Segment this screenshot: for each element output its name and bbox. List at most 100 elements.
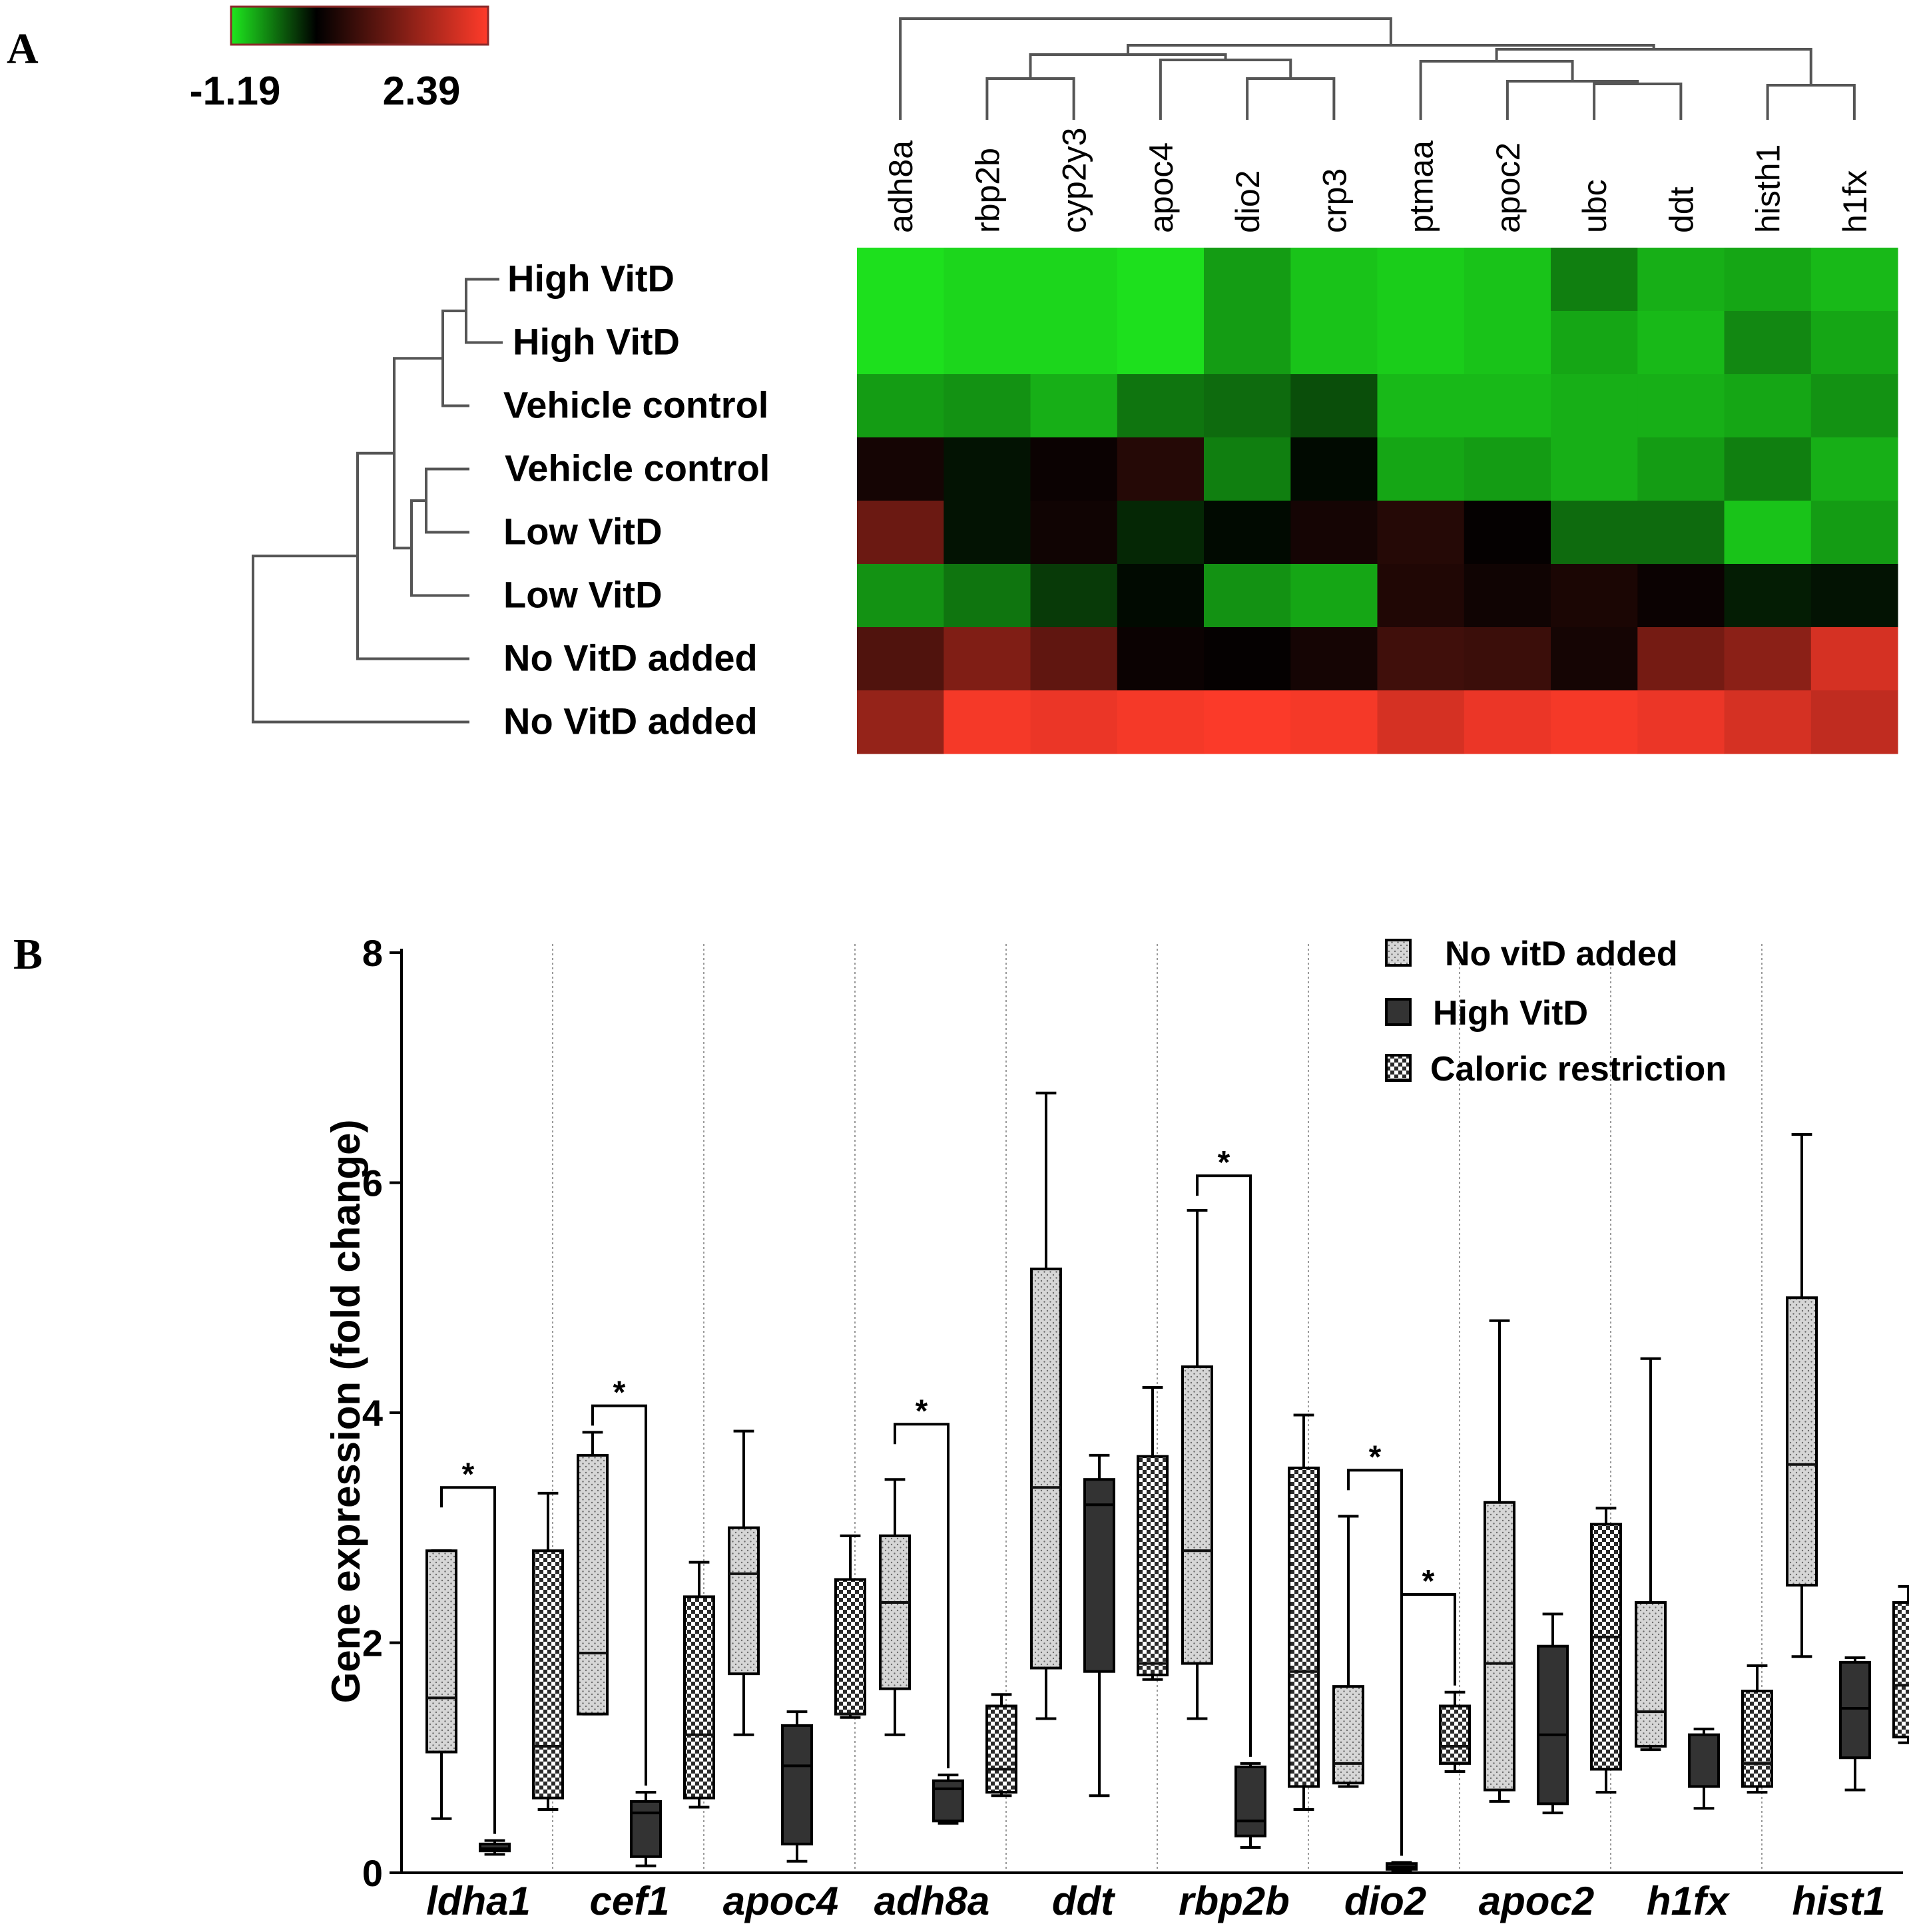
box-plot bbox=[1892, 1584, 1909, 1744]
heatmap-cell bbox=[857, 248, 944, 312]
heatmap-cell bbox=[944, 311, 1031, 375]
heatmap-cell bbox=[1810, 311, 1898, 375]
heatmap-cell bbox=[1030, 248, 1118, 312]
heatmap-cell bbox=[944, 437, 1031, 501]
row-label: Low VitD bbox=[503, 574, 663, 616]
heatmap-cell bbox=[1204, 437, 1291, 501]
bracket-line bbox=[894, 1423, 950, 1769]
box-plot bbox=[532, 1491, 564, 1811]
significance-star: * bbox=[1369, 1439, 1382, 1475]
heatmap-cell bbox=[1810, 501, 1898, 565]
x-tick-label: rbp2b bbox=[1179, 1879, 1290, 1923]
heatmap-cell bbox=[944, 248, 1031, 312]
heatmap-cell bbox=[1724, 248, 1812, 312]
colorbar-min-label: -1.19 bbox=[190, 69, 281, 113]
heatmap-cell bbox=[1377, 501, 1465, 565]
heatmap-cell bbox=[944, 564, 1031, 628]
column-label: h1fx bbox=[1836, 170, 1874, 233]
heatmap-cell bbox=[1464, 690, 1551, 754]
significance-bracket: * bbox=[591, 1375, 647, 1786]
box-iqr bbox=[728, 1526, 760, 1676]
dendrogram-branch bbox=[425, 467, 469, 534]
significance-bracket: * bbox=[1196, 1145, 1252, 1757]
row-label: Vehicle control bbox=[505, 447, 770, 489]
box-iqr bbox=[781, 1724, 813, 1845]
box-iqr bbox=[1741, 1690, 1773, 1788]
panel-a: A -1.19 2.39 adh8a rbp2b cyp2y3 apoc4 dio2 cr… bbox=[7, 5, 1898, 754]
box-iqr bbox=[834, 1578, 866, 1716]
heatmap-cell bbox=[1117, 690, 1205, 754]
box-iqr bbox=[985, 1704, 1017, 1794]
column-label: histh1 bbox=[1750, 144, 1787, 233]
heatmap-cell bbox=[1637, 501, 1725, 565]
row-label: No VitD added bbox=[503, 637, 758, 679]
dendrogram-branch bbox=[1495, 48, 1812, 85]
y-tick-label: 2 bbox=[362, 1622, 383, 1664]
heatmap-cell bbox=[1204, 248, 1291, 312]
y-tick-label: 6 bbox=[362, 1162, 383, 1204]
box-plot bbox=[1484, 1319, 1515, 1803]
heatmap-cell bbox=[1637, 374, 1725, 438]
dendrogram-branch bbox=[410, 499, 469, 597]
heatmap-cell bbox=[1030, 564, 1118, 628]
box-plot bbox=[1741, 1664, 1773, 1794]
box-iqr bbox=[1181, 1365, 1213, 1665]
box-iqr bbox=[683, 1595, 715, 1800]
dendrogram-branch bbox=[899, 17, 1392, 120]
box-plot bbox=[1234, 1762, 1266, 1849]
dendrogram-branch bbox=[252, 555, 469, 724]
heatmap-cell bbox=[1117, 374, 1205, 438]
column-label: adh8a bbox=[882, 140, 920, 233]
y-tick-label: 8 bbox=[362, 932, 383, 974]
box-plot bbox=[630, 1791, 662, 1867]
heatmap-cell bbox=[1204, 564, 1291, 628]
bracket-line bbox=[1400, 1592, 1456, 1686]
heatmap-cell bbox=[857, 690, 944, 754]
column-label: ubc bbox=[1576, 179, 1613, 233]
heatmap-cell bbox=[1810, 627, 1898, 691]
heatmap-cell bbox=[944, 627, 1031, 691]
x-tick-label: cef1 bbox=[589, 1879, 669, 1923]
box-iqr bbox=[1537, 1644, 1569, 1806]
heatmap-cell bbox=[1030, 690, 1118, 754]
box-plot bbox=[1786, 1132, 1818, 1658]
significance-bracket: * bbox=[894, 1393, 950, 1769]
heatmap-cell bbox=[1377, 627, 1465, 691]
heatmap-cell bbox=[1030, 627, 1118, 691]
heatmap-cell bbox=[1290, 564, 1378, 628]
column-label: rbp2b bbox=[969, 148, 1006, 233]
heatmap-cell bbox=[1464, 374, 1551, 438]
box-iqr bbox=[879, 1534, 911, 1690]
heatmap-cell bbox=[1464, 437, 1551, 501]
heatmap-cell bbox=[1464, 564, 1551, 628]
box-plot bbox=[1137, 1385, 1169, 1681]
heatmap-cell bbox=[944, 374, 1031, 438]
heatmap-cell bbox=[1117, 248, 1205, 312]
box-iqr bbox=[532, 1549, 564, 1800]
x-tick-label: hist1 bbox=[1792, 1879, 1885, 1923]
heatmap-cell bbox=[1117, 627, 1205, 691]
heatmap-cell bbox=[1204, 311, 1291, 375]
heatmap-cell bbox=[1464, 248, 1551, 312]
column-label: apoc2 bbox=[1490, 142, 1527, 233]
legend-entry: High VitD bbox=[1385, 994, 1588, 1033]
heatmap-cell bbox=[1551, 437, 1638, 501]
heatmap-cell bbox=[1724, 374, 1812, 438]
box-iqr bbox=[932, 1779, 964, 1823]
box-iqr bbox=[1332, 1685, 1364, 1785]
bracket-line bbox=[1196, 1174, 1252, 1757]
significance-star: * bbox=[1218, 1145, 1230, 1180]
box-plot bbox=[479, 1839, 511, 1856]
box-iqr bbox=[1234, 1766, 1266, 1837]
box-plot bbox=[1332, 1515, 1364, 1788]
box-plot bbox=[932, 1774, 964, 1825]
box-plot bbox=[1181, 1208, 1213, 1720]
box-plot bbox=[1688, 1728, 1720, 1810]
column-label: ddt bbox=[1663, 186, 1700, 233]
heatmap-cell bbox=[1030, 437, 1118, 501]
heatmap-cell bbox=[1377, 311, 1465, 375]
legend-label: No vitD added bbox=[1445, 935, 1678, 973]
x-tick-label: h1fx bbox=[1647, 1879, 1731, 1923]
